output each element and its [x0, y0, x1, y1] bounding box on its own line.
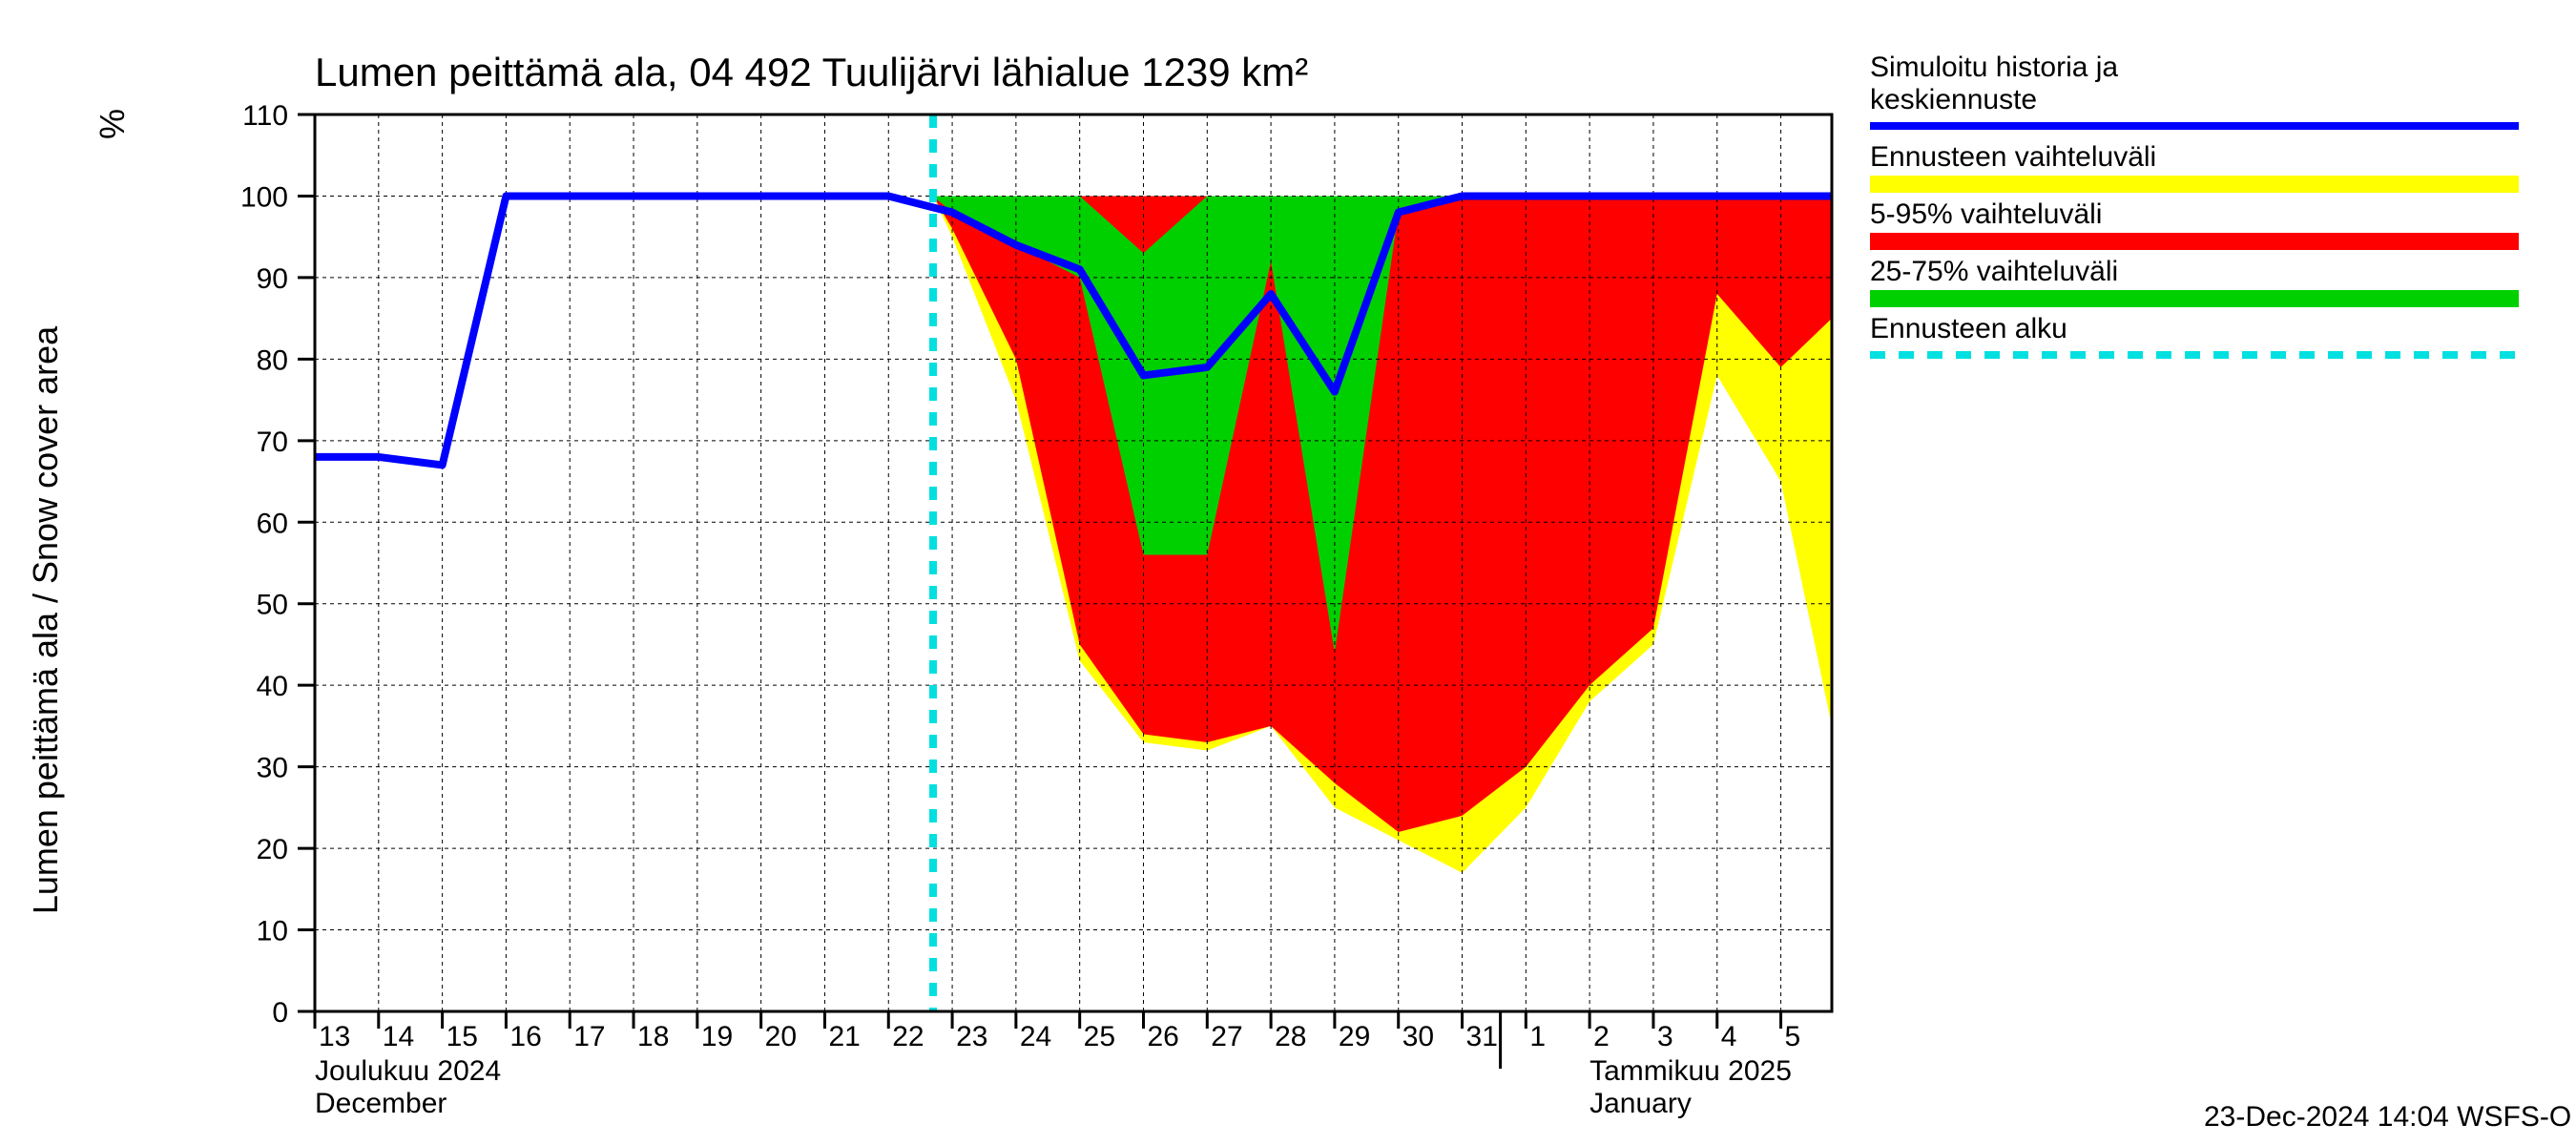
- ytick-label: 80: [257, 344, 288, 376]
- legend-label: Ennusteen alku: [1870, 313, 2067, 344]
- xtick-label: 25: [1084, 1021, 1115, 1052]
- footer-timestamp: 23-Dec-2024 14:04 WSFS-O: [2204, 1101, 2571, 1133]
- xtick-label: 19: [701, 1021, 733, 1052]
- y-axis-unit: %: [93, 109, 132, 139]
- ytick-label: 30: [257, 753, 288, 784]
- chart-title: Lumen peittämä ala, 04 492 Tuulijärvi lä…: [315, 50, 1308, 94]
- ytick-label: 90: [257, 263, 288, 295]
- xtick-label: 29: [1339, 1021, 1370, 1052]
- xtick-label: 4: [1721, 1021, 1737, 1052]
- legend-label: 5-95% vaihteluväli: [1870, 198, 2102, 230]
- ytick-label: 20: [257, 834, 288, 865]
- xtick-label: 13: [319, 1021, 350, 1052]
- legend-label: 25-75% vaihteluväli: [1870, 256, 2118, 287]
- ytick-label: 50: [257, 590, 288, 621]
- ytick-label: 60: [257, 508, 288, 539]
- month-dec-fi: Joulukuu 2024: [315, 1055, 501, 1087]
- ytick-label: 40: [257, 671, 288, 702]
- ytick-label: 110: [242, 100, 288, 132]
- xtick-label: 21: [828, 1021, 860, 1052]
- xtick-label: 5: [1785, 1021, 1801, 1052]
- xtick-label: 26: [1147, 1021, 1178, 1052]
- xtick-label: 15: [447, 1021, 478, 1052]
- xtick-label: 3: [1657, 1021, 1673, 1052]
- legend-label: Ennusteen vaihteluväli: [1870, 141, 2156, 173]
- xtick-label: 27: [1211, 1021, 1242, 1052]
- chart-svg: 0102030405060708090100110131415161718192…: [0, 0, 2576, 1145]
- legend-swatch-band: [1870, 290, 2519, 307]
- ytick-label: 0: [272, 997, 288, 1029]
- month-jan-en: January: [1589, 1088, 1692, 1119]
- xtick-label: 23: [956, 1021, 987, 1052]
- xtick-label: 2: [1593, 1021, 1610, 1052]
- xtick-label: 31: [1466, 1021, 1498, 1052]
- xtick-label: 28: [1275, 1021, 1306, 1052]
- xtick-label: 16: [509, 1021, 541, 1052]
- ytick-label: 100: [240, 181, 288, 213]
- legend-swatch-band: [1870, 233, 2519, 250]
- y-axis-label: Lumen peittämä ala / Snow cover area: [26, 325, 65, 914]
- legend-label: Simuloitu historia ja: [1870, 52, 2118, 83]
- xtick-label: 22: [892, 1021, 924, 1052]
- xtick-label: 30: [1402, 1021, 1434, 1052]
- ytick-label: 70: [257, 427, 288, 458]
- chart-container: 0102030405060708090100110131415161718192…: [0, 0, 2576, 1145]
- xtick-label: 17: [573, 1021, 605, 1052]
- xtick-label: 18: [637, 1021, 669, 1052]
- xtick-label: 20: [765, 1021, 797, 1052]
- ytick-label: 10: [257, 916, 288, 947]
- xtick-label: 1: [1529, 1021, 1546, 1052]
- xtick-label: 24: [1020, 1021, 1051, 1052]
- legend-label: keskiennuste: [1870, 84, 2037, 115]
- legend-swatch-band: [1870, 176, 2519, 193]
- month-dec-en: December: [315, 1088, 447, 1119]
- month-jan-fi: Tammikuu 2025: [1589, 1055, 1792, 1087]
- xtick-label: 14: [383, 1021, 414, 1052]
